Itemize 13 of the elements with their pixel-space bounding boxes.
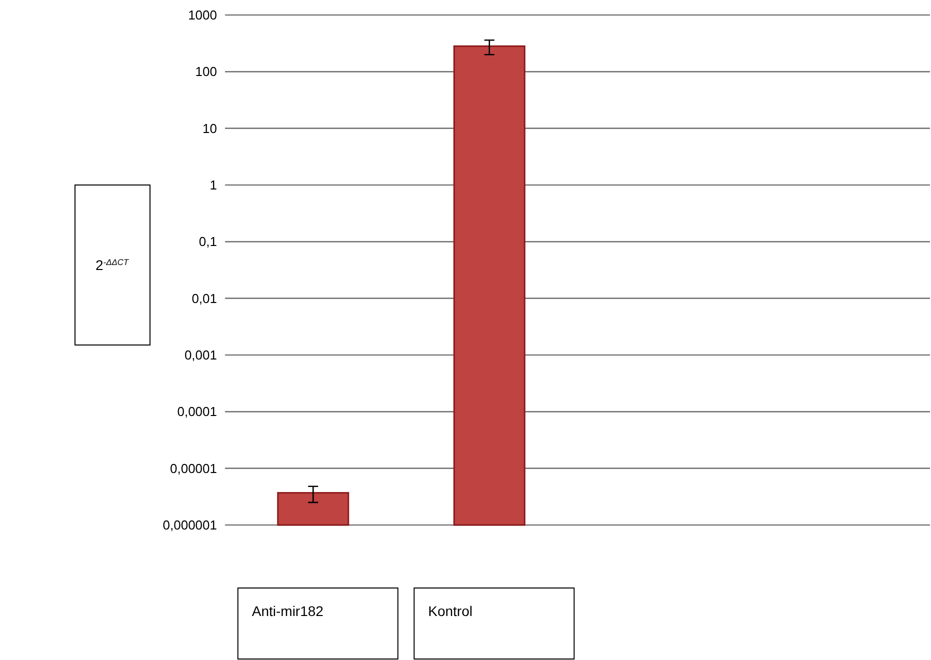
y-tick-label: 0,001 [184, 348, 217, 363]
x-tick-label: Kontrol [428, 603, 472, 619]
y-tick-label: 10 [202, 120, 217, 136]
y-tick-label: 1000 [188, 8, 217, 23]
y-tick-label: 0,0001 [177, 404, 217, 420]
y-tick-label: 1 [210, 178, 217, 193]
y-tick-label: 100 [195, 64, 217, 80]
y-tick-label: 0,000001 [162, 518, 217, 533]
y-axis-title: 2$^{-ΔΔCT}$ [96, 257, 130, 273]
y-tick-label: 0,01 [192, 290, 217, 306]
x-tick-label: Anti-mir182 [252, 603, 324, 619]
y-tick-label: 0,1 [198, 234, 217, 250]
y-tick-label: 0,00001 [170, 460, 217, 476]
